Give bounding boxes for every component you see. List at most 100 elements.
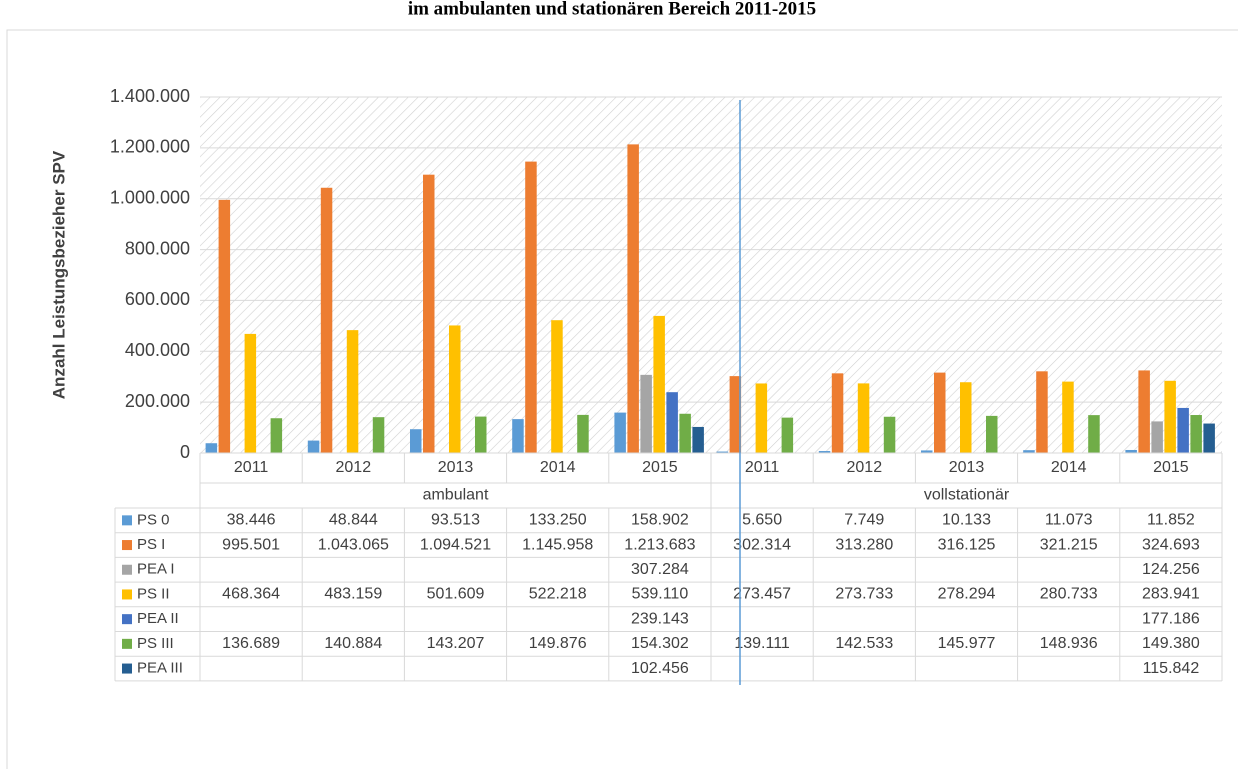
bar [244, 333, 257, 453]
table-value: 139.111 [734, 635, 790, 652]
bar [934, 372, 946, 453]
table-value: 142.533 [835, 635, 893, 652]
table-value: 11.073 [1045, 512, 1093, 529]
table-value: 11.852 [1147, 512, 1195, 529]
table-value: 313.280 [835, 536, 893, 553]
legend-label: PS 0 [137, 511, 170, 528]
bar [449, 325, 461, 453]
table-value: 133.250 [529, 512, 587, 529]
bar [627, 144, 639, 453]
bar [1203, 423, 1215, 453]
legend-swatch [122, 638, 132, 649]
legend-swatch [122, 540, 132, 551]
table-value: 148.936 [1040, 635, 1098, 652]
bar [577, 414, 589, 453]
x-tick-label: 2012 [847, 459, 883, 476]
x-tick-label: 2011 [234, 459, 269, 476]
bar [614, 412, 626, 453]
table-value: 1.145.958 [522, 536, 593, 553]
table-value: 136.689 [222, 635, 280, 652]
table-value: 302.314 [733, 536, 791, 553]
table-value: 1.094.521 [420, 536, 491, 553]
table-value: 10.133 [942, 512, 991, 529]
table-value: 143.207 [427, 635, 485, 652]
bar [320, 187, 333, 453]
bar [883, 416, 896, 453]
table-value: 522.218 [529, 586, 587, 603]
bar [423, 174, 435, 453]
table-value: 145.977 [938, 635, 996, 652]
legend-swatch [122, 663, 132, 674]
legend-label: PS II [137, 585, 170, 602]
group-label: vollstationär [924, 487, 1010, 504]
bar [692, 426, 704, 453]
bar [716, 451, 729, 453]
bar [1177, 407, 1189, 453]
bar [818, 451, 831, 453]
group-label: ambulant [423, 487, 489, 504]
bar [679, 413, 691, 453]
legend-label: PS I [137, 536, 165, 553]
table-value: 1.043.065 [318, 536, 389, 553]
table-value: 468.364 [222, 586, 280, 603]
x-tick-label: 2011 [745, 459, 780, 476]
table-value: 278.294 [938, 586, 996, 603]
bar [831, 373, 844, 453]
bar [525, 161, 537, 454]
bar [551, 320, 563, 453]
bar [410, 429, 422, 453]
bar [1088, 415, 1100, 453]
y-axis-label: Anzahl Leistungsbezieher SPV [49, 150, 68, 399]
table-value: 140.884 [324, 635, 382, 652]
bar [755, 383, 768, 453]
y-tick-label: 1.400.000 [110, 86, 190, 106]
bar [640, 374, 652, 453]
table-value: 93.513 [431, 512, 480, 529]
table-value: 321.215 [1040, 536, 1098, 553]
table-value: 149.380 [1142, 635, 1200, 652]
y-tick-label: 1.200.000 [110, 137, 190, 157]
bar [1125, 449, 1137, 453]
bar [205, 443, 218, 453]
legend-label: PEA I [137, 561, 175, 578]
table-value: 239.143 [631, 610, 689, 627]
table-value: 154.302 [631, 635, 689, 652]
table-value: 7.749 [844, 512, 884, 529]
x-tick-label: 2013 [438, 459, 474, 476]
table-value: 280.733 [1040, 586, 1098, 603]
chart-layer: 0 200.000 400.000 600.000 800.000 1.000.000 1.… [110, 86, 1223, 682]
table-value: 115.842 [1143, 660, 1200, 677]
bar [666, 392, 678, 453]
bar [1138, 370, 1150, 453]
table-value: 1.213.683 [624, 536, 695, 553]
table-value: 316.125 [938, 536, 996, 553]
bar [512, 419, 524, 453]
legend-label: PEA II [137, 610, 179, 627]
bar [372, 417, 385, 453]
bar [960, 382, 972, 453]
table-value: 273.733 [835, 586, 893, 603]
table-value: 177.186 [1142, 610, 1200, 627]
table-value: 102.456 [631, 660, 689, 677]
bar [307, 440, 320, 453]
table-value: 158.902 [631, 512, 689, 529]
x-tick-label: 2012 [336, 459, 372, 476]
bar [781, 417, 794, 453]
y-tick-label: 800.000 [125, 238, 190, 258]
y-tick-label: 600.000 [125, 289, 190, 309]
table-value: 483.159 [324, 586, 382, 603]
table-value: 995.501 [222, 536, 280, 553]
bar [270, 418, 283, 453]
bar [1062, 381, 1074, 453]
bar [1151, 421, 1163, 453]
y-tick-label: 1.000.000 [110, 187, 190, 207]
legend-swatch [122, 589, 132, 600]
y-tick-label: 200.000 [125, 391, 190, 411]
bar [475, 416, 487, 453]
table-value: 149.876 [529, 635, 587, 652]
x-tick-label: 2014 [540, 459, 576, 476]
y-tick-label: 0 [180, 442, 190, 462]
bar [729, 376, 742, 453]
table-value: 324.693 [1142, 536, 1200, 553]
